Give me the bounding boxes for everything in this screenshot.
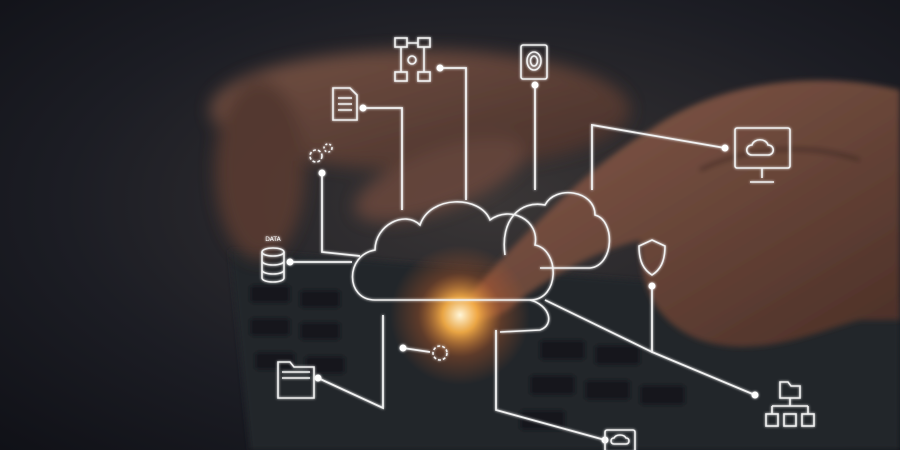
folder-tree-icon	[765, 381, 815, 427]
monitor-icon-small	[604, 429, 636, 450]
fingerprint-icon	[520, 44, 548, 80]
hands	[210, 50, 900, 347]
icon-label: DATA	[265, 236, 281, 243]
monitor-icon	[734, 127, 791, 183]
database-icon: DATA	[261, 236, 285, 283]
connectors	[286, 64, 759, 444]
cloud-icon	[351, 191, 611, 333]
gears-icon	[309, 143, 333, 163]
icons: DATA	[261, 37, 815, 450]
gear-icon	[432, 345, 448, 361]
folder-icon	[277, 361, 315, 399]
light-glow	[390, 245, 530, 385]
document-icon	[332, 87, 358, 121]
network-icon	[394, 37, 431, 82]
shield-icon	[638, 239, 666, 276]
